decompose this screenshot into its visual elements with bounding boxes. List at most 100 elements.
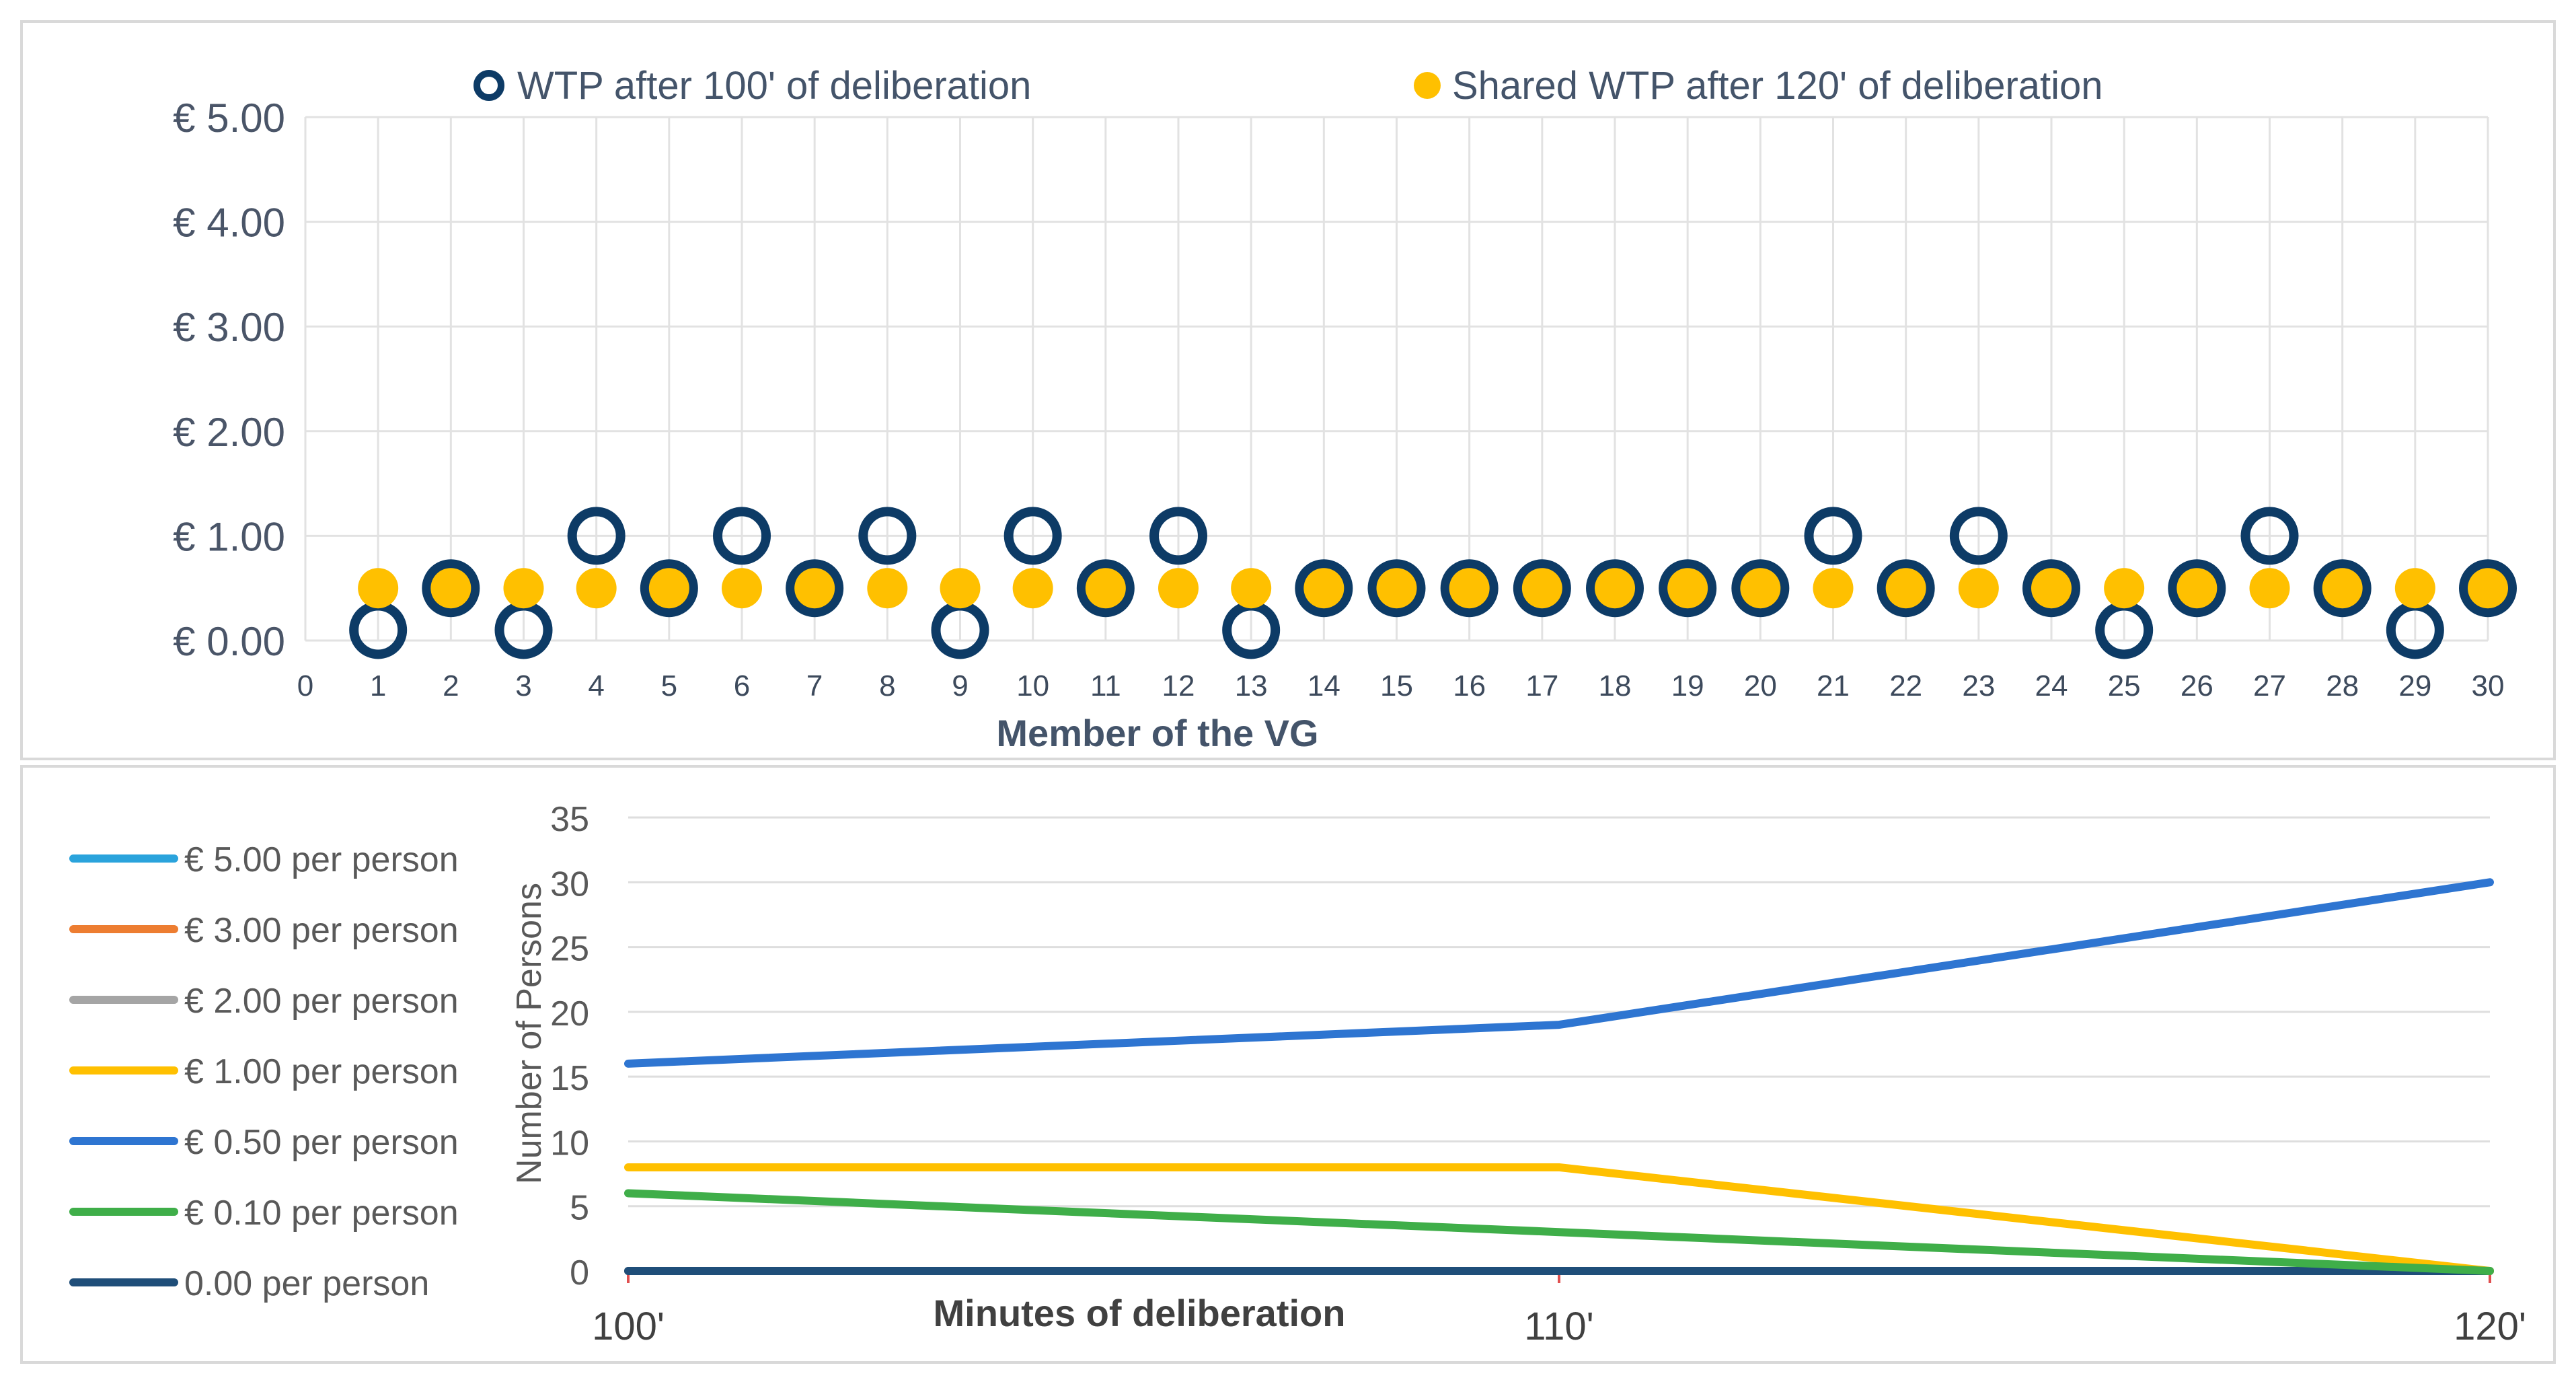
y-tick-label: € 0.00 [173,619,285,664]
x-axis-title: Minutes of deliberation [934,1292,1346,1334]
series-line [624,878,2494,1068]
x-tick-label: 29 [2398,669,2431,702]
x-tick-label: 15 [1380,669,1413,702]
shared-wtp-120-point [1813,568,1854,609]
wtp-scatter-chart: € 0.00€ 1.00€ 2.00€ 3.00€ 4.00€ 5.000 1 2 3… [173,64,2517,754]
x-tick-label: 19 [1671,669,1704,702]
x-tick-label: 30 [2472,669,2505,702]
wtp-100-point [640,559,698,618]
wtp-100-point [1440,559,1499,618]
wtp-100-point [2313,559,2372,618]
x-axis-title: Member of the VG [996,712,1318,754]
wtp-100-point [1513,559,1571,618]
x-tick-label: 9 [952,669,968,702]
series-line [624,1163,2494,1275]
shared-wtp-120-point [2394,568,2435,609]
wtp-100-point [1877,559,1935,618]
shared-wtp-120-point [648,568,689,609]
x-tick-label: 100' [592,1305,665,1348]
shared-wtp-120-point [1885,568,1926,609]
x-tick-label: 28 [2326,669,2359,702]
shared-wtp-120-point [2249,568,2290,609]
shared-wtp-120-point [940,568,981,609]
shared-wtp-120-point [1303,568,1344,609]
shared-wtp-120-point [1521,568,1562,609]
x-tick-label: 4 [588,669,604,702]
x-tick-label: 17 [1525,669,1558,702]
legend-label: € 1.00 per person [184,1052,459,1091]
wtp-100-point [1731,559,1790,618]
y-axis-title: Number of Persons [510,883,549,1184]
x-tick-label: 110' [1524,1305,1594,1348]
wtp-100-point [1295,559,1353,618]
y-tick-label: € 1.00 [173,514,285,559]
wtp-100-point [1949,507,2008,565]
y-tick-label: 20 [550,994,589,1033]
shared-wtp-120-point [1958,568,1999,609]
wtp-100-point [1149,507,1207,565]
shared-wtp-120-point [503,568,544,609]
x-tick-label: 24 [2035,669,2068,702]
shared-wtp-120-point [867,568,908,609]
wtp-100-point [567,507,626,565]
x-tick-label: 25 [2108,669,2141,702]
x-tick-label: 12 [1162,669,1195,702]
x-tick-label: 5 [661,669,677,702]
legend-label: 0.00 per person [184,1264,429,1303]
y-tick-label: 35 [550,800,589,839]
x-tick-label: 27 [2253,669,2286,702]
shared-wtp-120-point [2031,568,2072,609]
wtp-100-point [713,507,771,565]
shared-wtp-120-point [1595,568,1635,609]
y-tick-label: 15 [550,1059,589,1098]
y-tick-label: 30 [550,865,589,904]
shared-wtp-120-point [1449,568,1490,609]
x-tick-label: 18 [1599,669,1632,702]
shared-wtp-120-point [2104,568,2145,609]
persons-line-chart: 0 5 10 15 20 25 30 35 100' 110' 120' Minutes of del… [69,800,2526,1348]
x-tick-label: 7 [806,669,823,702]
x-tick-label: 23 [1962,669,1995,702]
legend-label: € 2.00 per person [184,982,459,1021]
shared-wtp-120-point [794,568,835,609]
y-tick-label: 25 [550,930,589,969]
wtp-100-point [1003,507,1062,565]
shared-wtp-120-point [1012,568,1053,609]
wtp-100-point [2459,559,2517,618]
legend-label-shared-wtp-120: Shared WTP after 120' of deliberation [1452,64,2103,108]
series-line [624,1189,2494,1275]
x-tick-label: 3 [515,669,531,702]
x-tick-label: 14 [1308,669,1340,702]
shared-wtp-120-point [430,568,471,609]
shared-wtp-120-point [1231,568,1272,609]
wtp-100-point [2240,507,2299,565]
wtp-scatter-panel: € 0.00 € 1.00 € 2.00 € 3.00 € 4.00 € 5.00 0 1 2 3… [20,20,2556,760]
wtp-100-point [1586,559,1644,618]
x-tick-label: 20 [1744,669,1777,702]
wtp-100-point [2022,559,2080,618]
legend-label-wtp-100: WTP after 100' of deliberation [517,64,1031,108]
shared-wtp-120-point [2468,568,2508,609]
shared-wtp-120-point [1667,568,1708,609]
x-tick-label: 1 [370,669,386,702]
wtp-100-point [1804,507,1862,565]
wtp-100-point [858,507,917,565]
y-tick-label: 5 [570,1189,589,1228]
wtp-100-point [786,559,844,618]
legend-label: € 5.00 per person [184,840,459,879]
y-tick-label: € 5.00 [173,96,285,141]
y-tick-label: 10 [550,1124,589,1163]
legend-label: € 0.10 per person [184,1194,459,1233]
x-tick-label: 26 [2181,669,2213,702]
legend-label: € 3.00 per person [184,911,459,950]
shared-wtp-120-point [722,568,762,609]
x-tick-label: 21 [1817,669,1850,702]
x-tick-label: 2 [443,669,459,702]
y-tick-label: € 3.00 [173,305,285,350]
wtp-100-point [1076,559,1135,618]
wtp-100-point [422,559,480,618]
wtp-100-point [1659,559,1717,618]
y-tick-label: € 2.00 [173,410,285,455]
y-tick-label: € 4.00 [173,201,285,246]
x-tick-label: 6 [734,669,750,702]
